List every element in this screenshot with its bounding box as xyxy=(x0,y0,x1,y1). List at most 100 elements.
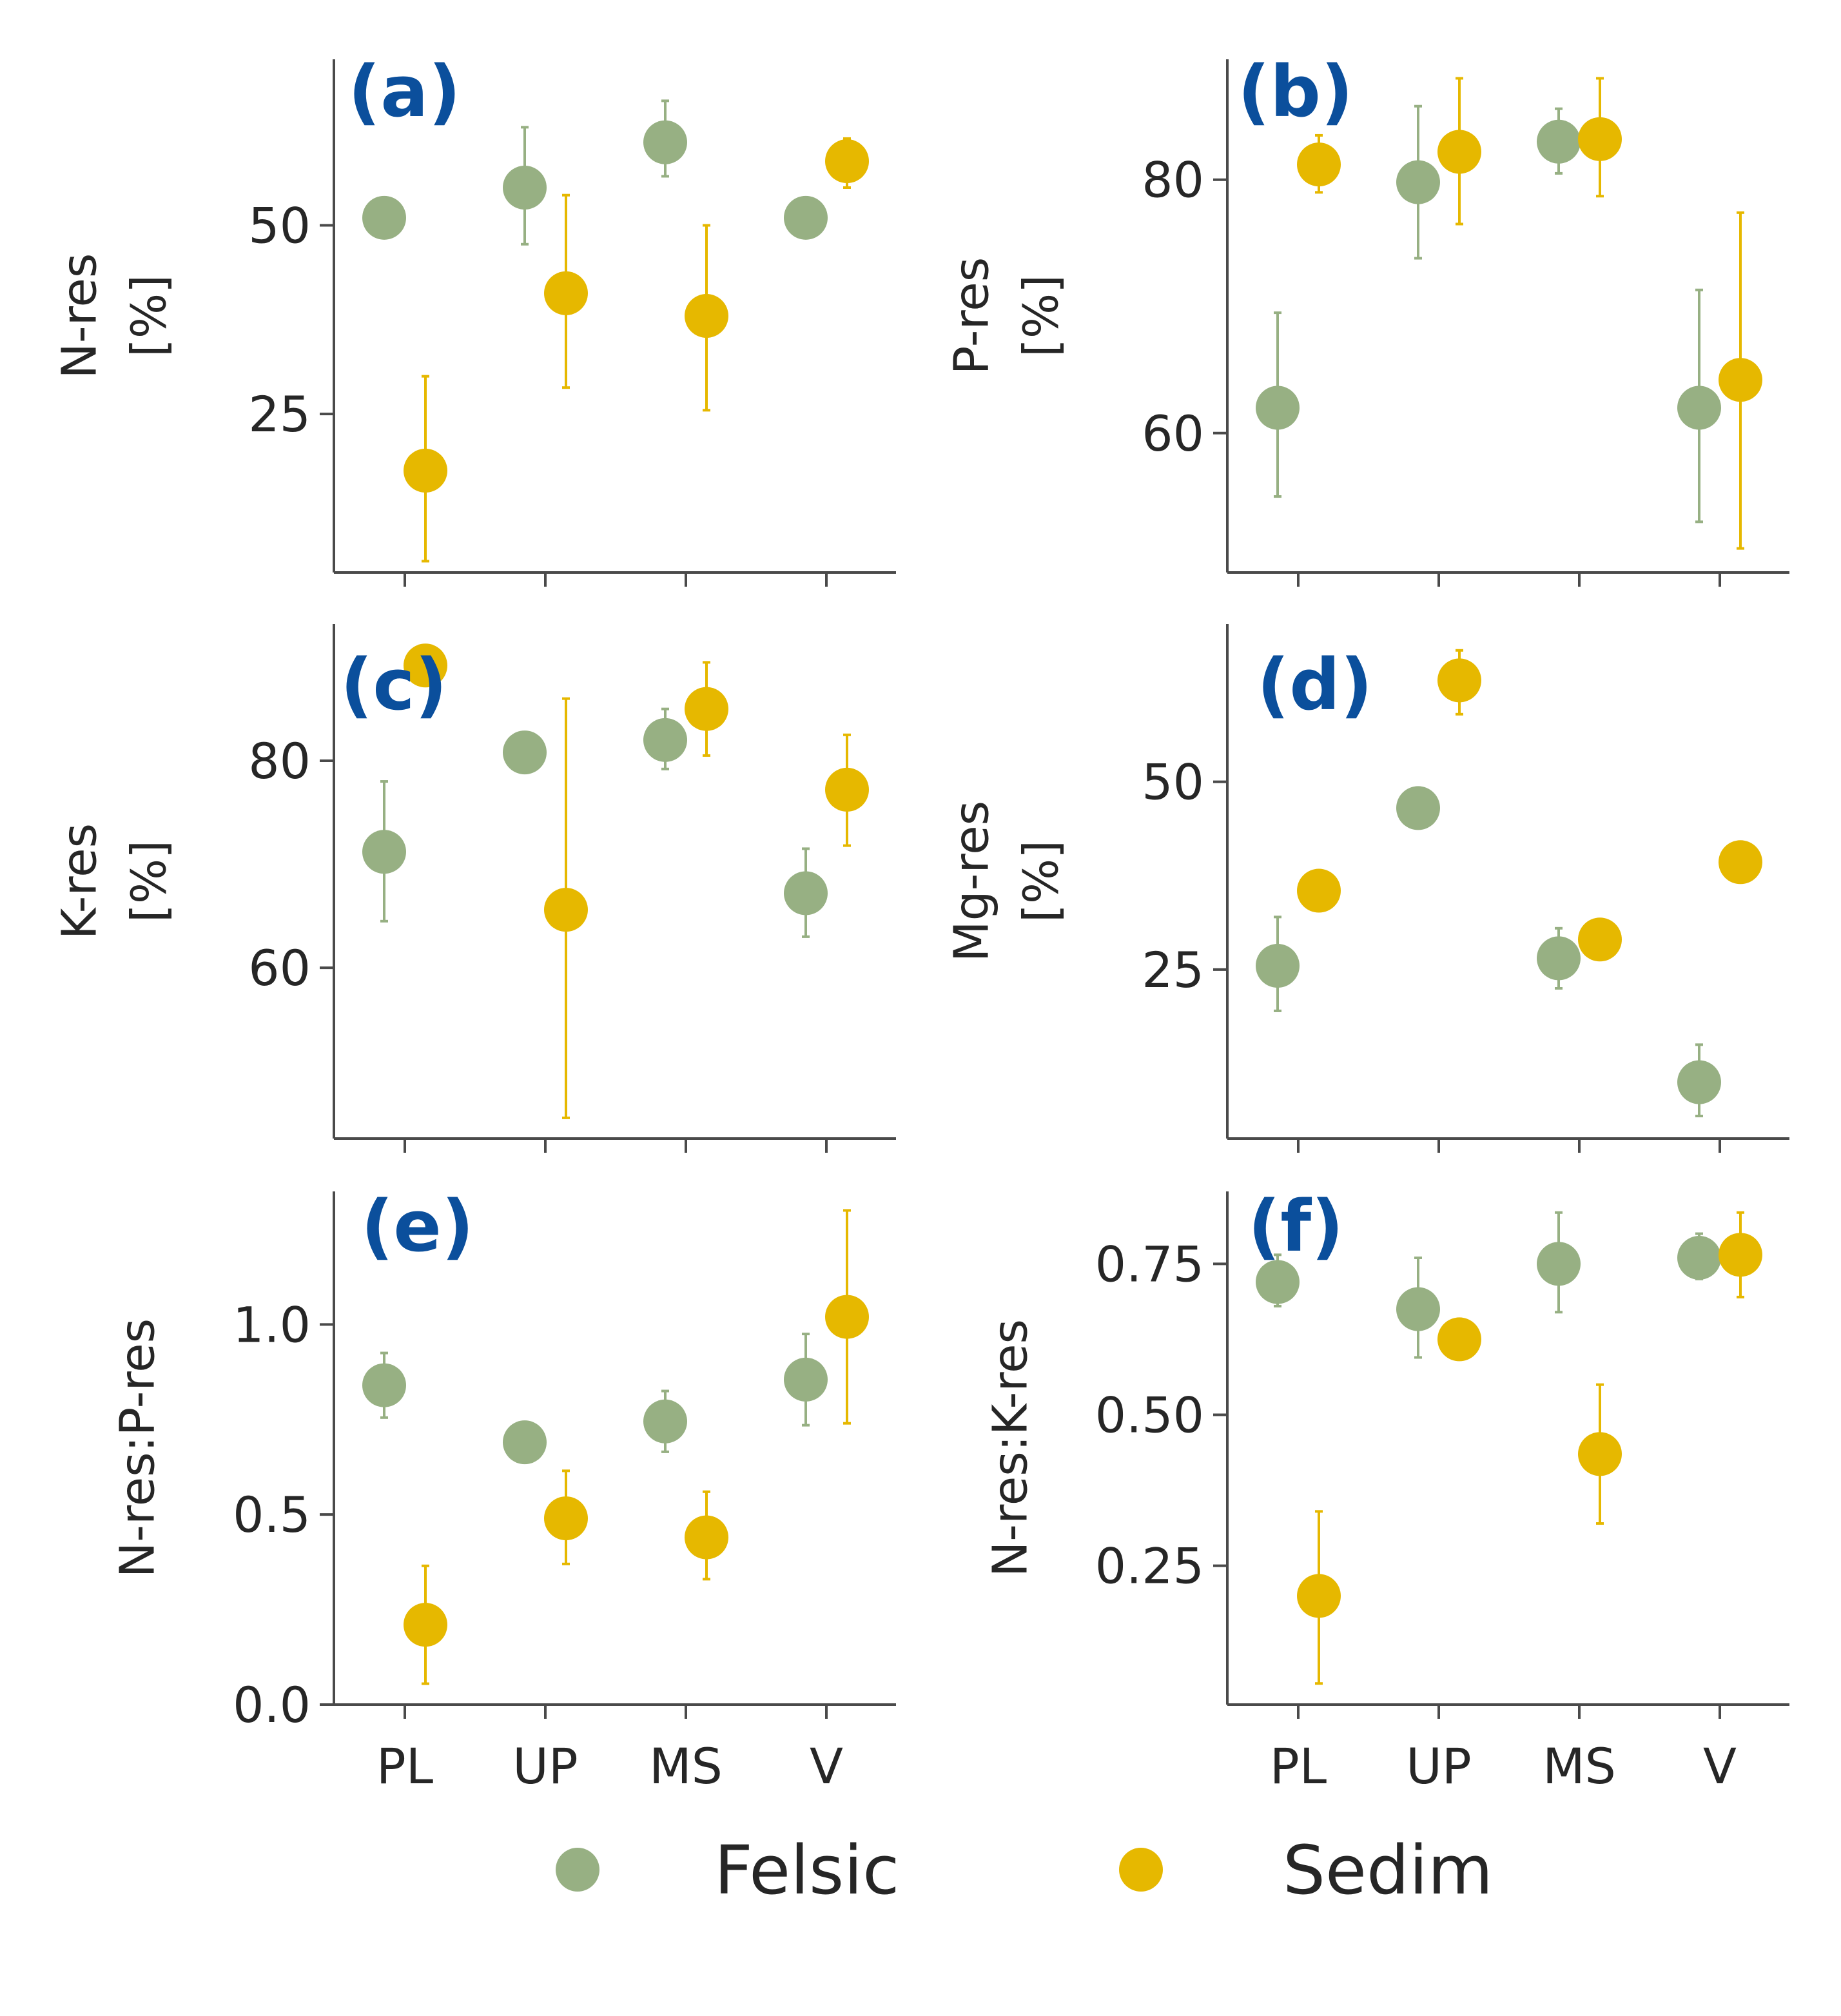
panel-c: 60 80 K-res [%] (c) xyxy=(52,624,896,1153)
series-felsic xyxy=(1256,104,1721,524)
data-point xyxy=(404,1603,447,1647)
data-point xyxy=(1297,868,1341,913)
series-sedim xyxy=(404,643,869,1119)
x-tick-label-ms: MS xyxy=(1543,1737,1616,1795)
y-axis-unit: [%] xyxy=(122,840,177,923)
data-point xyxy=(1537,119,1581,164)
data-point xyxy=(1719,840,1762,885)
data-point xyxy=(825,139,869,184)
panel-label: (d) xyxy=(1257,643,1372,726)
series-felsic xyxy=(1256,1211,1721,1359)
series-felsic xyxy=(1256,786,1721,1118)
data-point xyxy=(1256,386,1300,430)
data-point xyxy=(544,888,588,932)
y-axis-unit: [%] xyxy=(122,275,177,357)
data-point xyxy=(1396,786,1440,830)
data-point xyxy=(784,1357,828,1402)
y-tick-label: 80 xyxy=(1142,152,1204,209)
data-point xyxy=(362,195,406,240)
x-tick-label-up: UP xyxy=(512,1737,578,1795)
y-axis-unit: [%] xyxy=(1014,275,1069,357)
x-tick-label-pl: PL xyxy=(1270,1737,1327,1795)
data-point xyxy=(362,830,406,874)
legend-label: Sedim xyxy=(1283,1831,1493,1910)
data-point xyxy=(784,871,828,915)
y-tick-label: 60 xyxy=(248,939,311,997)
legend: Felsic Sedim xyxy=(556,1831,1493,1910)
data-point xyxy=(1677,1060,1721,1104)
data-point xyxy=(1437,1317,1481,1362)
data-point xyxy=(685,687,728,731)
series-felsic xyxy=(362,1333,828,1465)
panel-f: 0.25 0.50 0.75 PL UP MS V N-res:K-res (f) xyxy=(983,1185,1789,1795)
y-tick-label: 0.0 xyxy=(233,1676,311,1734)
data-point xyxy=(404,448,447,493)
data-point xyxy=(1437,130,1481,174)
x-tick-label-v: V xyxy=(810,1737,843,1795)
panel-d: 25 50 Mg-res [%] (d) xyxy=(944,624,1789,1153)
panel-label: (a) xyxy=(348,50,461,133)
series-felsic xyxy=(362,99,828,246)
data-point xyxy=(643,718,687,762)
y-tick-label: 80 xyxy=(248,732,311,790)
y-axis-label: N-res:K-res xyxy=(983,1319,1038,1577)
y-tick-label: 25 xyxy=(1142,941,1204,999)
data-point xyxy=(544,1496,588,1541)
panel-b: 60 80 P-res [%] (b) xyxy=(944,50,1789,587)
y-tick-label: 50 xyxy=(248,197,311,255)
y-axis-label: K-res xyxy=(52,823,108,939)
legend-marker xyxy=(1119,1848,1163,1892)
legend-label: Felsic xyxy=(714,1831,899,1910)
panel-label: (b) xyxy=(1238,50,1353,133)
series-sedim xyxy=(1297,1211,1762,1685)
y-axis-unit: [%] xyxy=(1014,840,1069,923)
data-point xyxy=(362,1363,406,1407)
y-tick-label: 0.25 xyxy=(1095,1538,1204,1595)
legend-item-felsic: Felsic xyxy=(556,1831,899,1910)
data-point xyxy=(1256,944,1300,988)
data-point xyxy=(685,294,728,338)
series-sedim xyxy=(404,1209,869,1685)
y-axis-label: Mg-res xyxy=(944,801,1000,962)
y-tick-label: 0.5 xyxy=(233,1486,311,1543)
data-point xyxy=(1578,117,1622,161)
data-point xyxy=(1537,1242,1581,1286)
y-axis-label: P-res xyxy=(944,257,1000,375)
panel-e: 0.0 0.5 1.0 PL UP MS V N-res:P-res (e) xyxy=(110,1185,896,1795)
data-point xyxy=(1437,658,1481,703)
y-tick-label: 60 xyxy=(1142,405,1204,462)
x-tick-label-ms: MS xyxy=(649,1737,723,1795)
x-tick-label-v: V xyxy=(1703,1737,1737,1795)
data-point xyxy=(1297,1574,1341,1618)
data-point xyxy=(1719,1233,1762,1277)
data-point xyxy=(825,1295,869,1339)
x-tick-label-pl: PL xyxy=(376,1737,433,1795)
y-tick-label: 25 xyxy=(248,386,311,443)
data-point xyxy=(825,767,869,812)
data-point xyxy=(643,120,687,164)
data-point xyxy=(1297,142,1341,187)
data-point xyxy=(503,1420,547,1465)
data-point xyxy=(784,195,828,240)
data-point xyxy=(1256,1260,1300,1304)
data-point xyxy=(1677,386,1721,430)
y-tick-label: 1.0 xyxy=(233,1296,311,1353)
y-axis-label: N-res:P-res xyxy=(110,1318,166,1578)
data-point xyxy=(643,1399,687,1443)
x-tick-label-up: UP xyxy=(1406,1737,1471,1795)
data-point xyxy=(404,643,447,688)
panel-label: (e) xyxy=(361,1185,474,1267)
panel-label: (f) xyxy=(1248,1185,1343,1267)
y-tick-label: 0.75 xyxy=(1095,1235,1204,1293)
panel-a: 25 50 N-res [%] (a) xyxy=(52,50,896,587)
data-point xyxy=(1537,936,1581,981)
data-point xyxy=(1578,1432,1622,1476)
data-point xyxy=(1396,1287,1440,1331)
panel-label: (c) xyxy=(340,643,447,726)
data-point xyxy=(1677,1236,1721,1280)
y-tick-label: 0.50 xyxy=(1095,1386,1204,1443)
series-felsic xyxy=(362,707,828,938)
data-point xyxy=(544,271,588,315)
data-point xyxy=(1578,917,1622,962)
